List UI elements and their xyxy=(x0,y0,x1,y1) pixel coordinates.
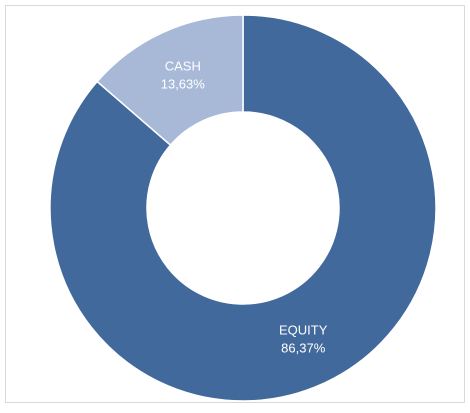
donut-slice xyxy=(49,14,437,402)
slice-value-label: 13,63% xyxy=(161,77,206,92)
slice-category-label: EQUITY xyxy=(279,322,328,337)
donut-slice xyxy=(96,14,244,147)
slice-value-label: 86,37% xyxy=(281,340,326,355)
slice-category-label: CASH xyxy=(165,59,201,74)
